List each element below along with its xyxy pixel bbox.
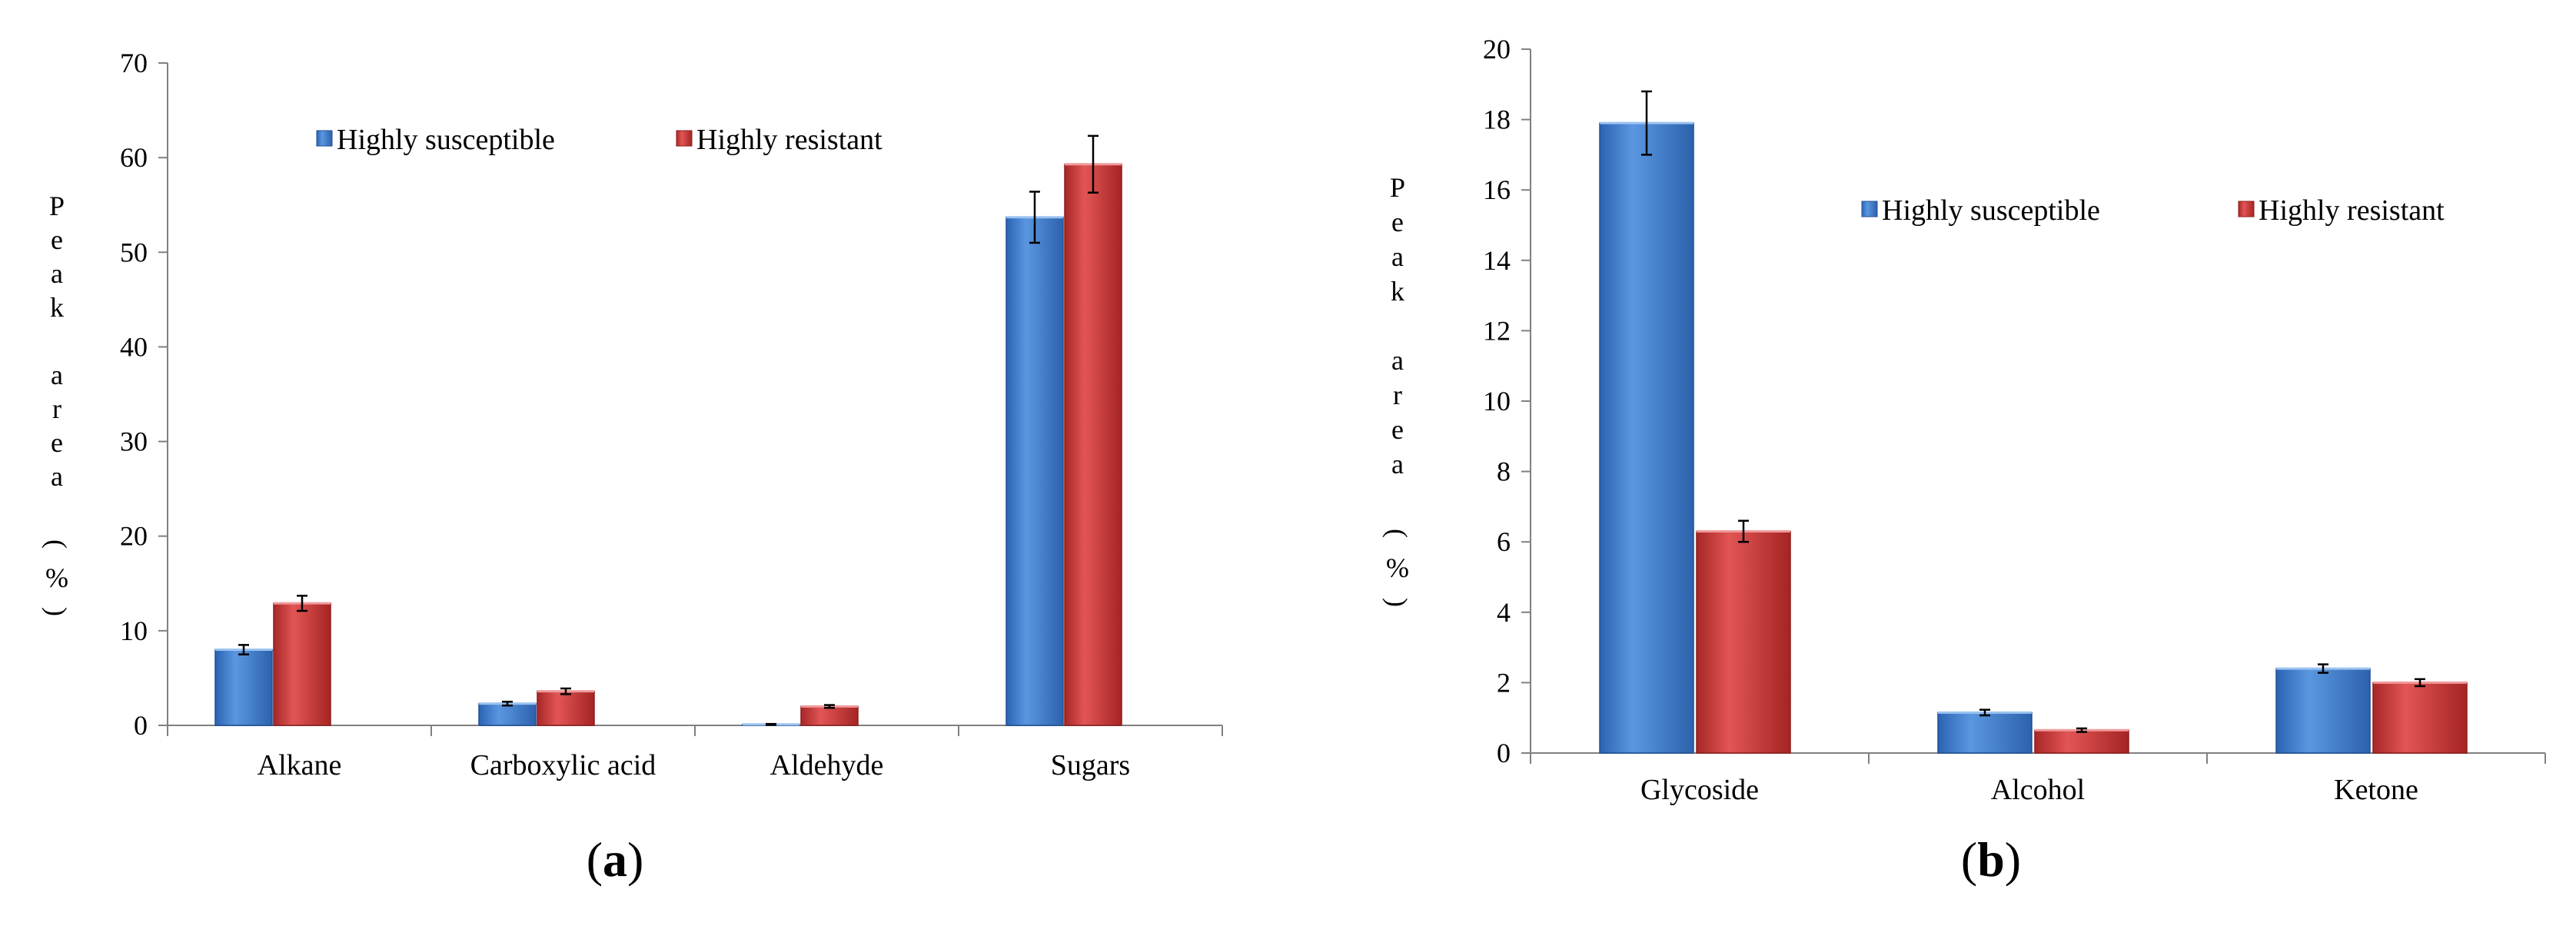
y-tick-label: 10 xyxy=(120,615,148,646)
category-label: Aldehyde xyxy=(770,749,884,781)
y-axis-label-glyph: ) xyxy=(1382,598,1413,607)
legend-swatch xyxy=(316,130,333,147)
y-tick-label: 60 xyxy=(120,142,148,173)
y-axis-label-glyph: a xyxy=(1391,449,1404,479)
y-axis-label-glyph: e xyxy=(1391,414,1404,445)
bar-resistant-ketone xyxy=(2372,682,2468,754)
bar-resistant-glycoside xyxy=(1696,530,1791,754)
y-tick-label: 16 xyxy=(1483,174,1511,205)
bar-susceptible-carboxylic-acid xyxy=(478,702,537,726)
bar-susceptible-glycoside xyxy=(1599,122,1694,754)
y-tick-label: 0 xyxy=(134,710,148,741)
panel-letter: a xyxy=(603,832,627,887)
y-tick-label: 2 xyxy=(1497,667,1511,698)
bar-resistant-alkane xyxy=(273,602,331,726)
y-tick-label: 18 xyxy=(1483,105,1511,135)
bar-resistant-carboxylic-acid xyxy=(537,690,595,726)
y-axis-label-glyph: P xyxy=(49,191,65,221)
y-tick-label: 0 xyxy=(1497,738,1511,768)
y-tick-label: 20 xyxy=(1483,34,1511,65)
panel-label: (b) xyxy=(1961,832,2021,887)
chart-panel-a: 0 10 20 30 40 50 60 70 Alkane Carboxylic acid Alde… xyxy=(42,48,1223,887)
y-axis-label-glyph: a xyxy=(1391,241,1404,272)
legend-label: Highly resistant xyxy=(696,124,882,156)
y-axis-label-glyph: ( xyxy=(1382,529,1413,538)
y-axis-label-glyph: e xyxy=(51,224,63,255)
y-axis-label-glyph: a xyxy=(51,461,63,492)
y-axis-label-glyph: ( xyxy=(42,539,72,549)
legend-label: Highly resistant xyxy=(2259,194,2445,227)
y-axis-label-glyph: a xyxy=(51,360,63,390)
y-tick-label: 10 xyxy=(1483,386,1511,416)
category-label: Ketone xyxy=(2334,774,2418,806)
y-axis-label-glyph: % xyxy=(1386,552,1409,583)
bar-resistant-alcohol xyxy=(2034,729,2129,754)
y-tick-label: 6 xyxy=(1497,526,1511,557)
legend-swatch xyxy=(2238,201,2255,217)
legend-swatch xyxy=(1861,201,1878,217)
y-axis-label-glyph: ) xyxy=(42,607,72,616)
y-tick-label: 12 xyxy=(1483,315,1511,346)
y-tick-label: 30 xyxy=(120,426,148,457)
y-axis-label-glyph: k xyxy=(1391,276,1404,307)
bar-susceptible-alcohol xyxy=(1937,712,2033,754)
category-label: Alcohol xyxy=(1991,774,2085,806)
category-label: Sugars xyxy=(1051,749,1130,781)
panel-letter: b xyxy=(1977,832,2005,887)
y-tick-label: 70 xyxy=(120,48,148,78)
y-axis-label-glyph: k xyxy=(50,292,64,323)
category-label: Carboxylic acid xyxy=(470,749,656,781)
y-tick-label: 14 xyxy=(1483,245,1511,276)
bar-susceptible-alkane xyxy=(214,649,273,726)
y-axis-label-glyph: e xyxy=(51,427,63,458)
y-tick-label: 50 xyxy=(120,237,148,267)
y-tick-label: 40 xyxy=(120,331,148,362)
chart-panel-b: 0 2 4 6 8 10 12 14 16 18 20 Glycoside Alcohol Ketone H… xyxy=(1382,34,2546,887)
legend-label: Highly susceptible xyxy=(337,124,555,156)
legend-swatch xyxy=(676,130,693,147)
y-axis-label-glyph: a xyxy=(51,258,63,289)
bar-susceptible-sugars xyxy=(1005,216,1064,726)
bar-susceptible-ketone xyxy=(2275,668,2371,754)
bar-resistant-aldehyde xyxy=(800,705,859,726)
category-label: Alkane xyxy=(258,749,342,781)
legend-label: Highly susceptible xyxy=(1882,194,2100,227)
y-axis-label-glyph: % xyxy=(45,562,68,593)
y-axis-label-glyph: r xyxy=(1393,380,1402,410)
y-axis-label-glyph: r xyxy=(52,393,61,424)
y-axis-label-glyph: P xyxy=(1390,172,1405,203)
y-axis-label-glyph: a xyxy=(1391,345,1404,376)
panel-label: (a) xyxy=(587,832,644,887)
y-tick-label: 20 xyxy=(120,521,148,552)
y-tick-label: 8 xyxy=(1497,456,1511,487)
category-label: Glycoside xyxy=(1640,774,1759,806)
bar-resistant-sugars xyxy=(1064,164,1122,726)
y-tick-label: 4 xyxy=(1497,597,1511,628)
y-axis-label-glyph: e xyxy=(1391,207,1404,237)
